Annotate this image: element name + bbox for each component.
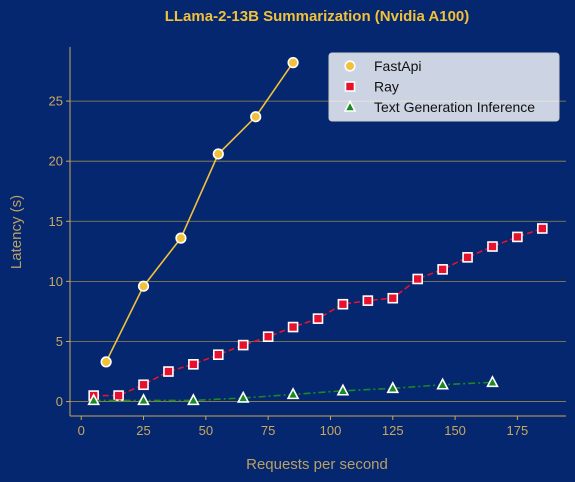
data-point-ray	[237, 339, 249, 351]
y-tick-label: 0	[56, 394, 63, 409]
data-point-ray	[138, 379, 149, 391]
data-point-fastapi	[137, 280, 150, 292]
axes	[69, 47, 566, 417]
data-point-ray	[262, 331, 274, 342]
legend-item: Text Generation Inference	[343, 99, 535, 115]
data-point-fastapi	[212, 148, 224, 160]
data-point-ray	[163, 366, 174, 377]
x-tick-label: 75	[261, 423, 275, 438]
x-tick-label: 0	[78, 423, 85, 438]
data-point-text-generation-inference	[286, 387, 300, 400]
data-point-ray	[337, 298, 349, 310]
data-point-ray	[512, 231, 523, 243]
data-point-ray	[362, 295, 374, 306]
y-tick-label: 25	[49, 94, 63, 109]
data-point-text-generation-inference	[336, 383, 350, 396]
data-point-ray	[387, 292, 399, 304]
data-point-ray	[437, 264, 448, 275]
legend-item: FastApi	[344, 58, 421, 74]
x-axis-ticks: 0 25 50 75 100 125 150 175	[78, 416, 529, 438]
x-tick-label: 50	[199, 423, 213, 438]
gridlines	[70, 100, 566, 402]
x-axis-label: Requests per second	[246, 456, 388, 473]
data-point-fastapi	[287, 57, 299, 69]
y-axis-label: Latency (s)	[8, 195, 25, 269]
data-point-fastapi	[175, 232, 187, 244]
legend: FastApi Ray Text Generation Inference	[328, 52, 560, 122]
series-text-generation-inference	[87, 375, 499, 406]
data-point-text-generation-inference	[436, 377, 449, 390]
x-tick-label: 175	[507, 423, 529, 438]
data-point-ray	[412, 273, 423, 285]
data-point-ray	[487, 241, 498, 252]
data-point-ray	[287, 321, 299, 333]
plot-area	[87, 57, 548, 406]
series-line-ray	[93, 227, 543, 397]
data-point-ray	[188, 359, 199, 370]
data-point-ray	[462, 252, 473, 263]
legend-item: Ray	[344, 79, 399, 95]
data-point-ray	[312, 313, 324, 324]
data-point-text-generation-inference	[486, 375, 499, 388]
x-tick-label: 125	[382, 423, 404, 438]
data-point-text-generation-inference	[187, 393, 200, 406]
data-point-fastapi	[250, 111, 262, 123]
y-tick-label: 15	[49, 214, 63, 229]
data-point-fastapi	[100, 356, 112, 368]
data-point-ray	[113, 390, 124, 401]
legend-box	[328, 52, 560, 122]
data-point-text-generation-inference	[137, 393, 150, 406]
legend-label: FastApi	[374, 58, 421, 74]
legend-marker-circle	[344, 60, 356, 72]
data-point-text-generation-inference	[87, 393, 101, 406]
y-tick-label: 5	[56, 334, 63, 349]
legend-label: Ray	[374, 79, 399, 95]
data-point-ray	[537, 223, 548, 234]
legend-marker-triangle	[343, 99, 357, 112]
x-tick-label: 150	[444, 423, 466, 438]
data-point-text-generation-inference	[236, 390, 250, 403]
legend-marker-square	[344, 81, 356, 92]
series-line-fastapi	[105, 62, 294, 363]
data-point-text-generation-inference	[386, 381, 400, 394]
x-tick-label: 100	[320, 423, 342, 438]
y-axis-ticks: 0 5 10 15 20 25	[49, 94, 70, 409]
chart-title: LLama-2-13B Summarization (Nvidia A100)	[165, 8, 470, 25]
legend-label: Text Generation Inference	[374, 99, 535, 115]
series-fastapi	[100, 57, 299, 368]
data-point-ray	[213, 349, 224, 361]
series-ray	[88, 223, 548, 401]
x-tick-label: 25	[136, 423, 150, 438]
y-tick-label: 20	[49, 154, 63, 169]
y-tick-label: 10	[49, 274, 63, 289]
